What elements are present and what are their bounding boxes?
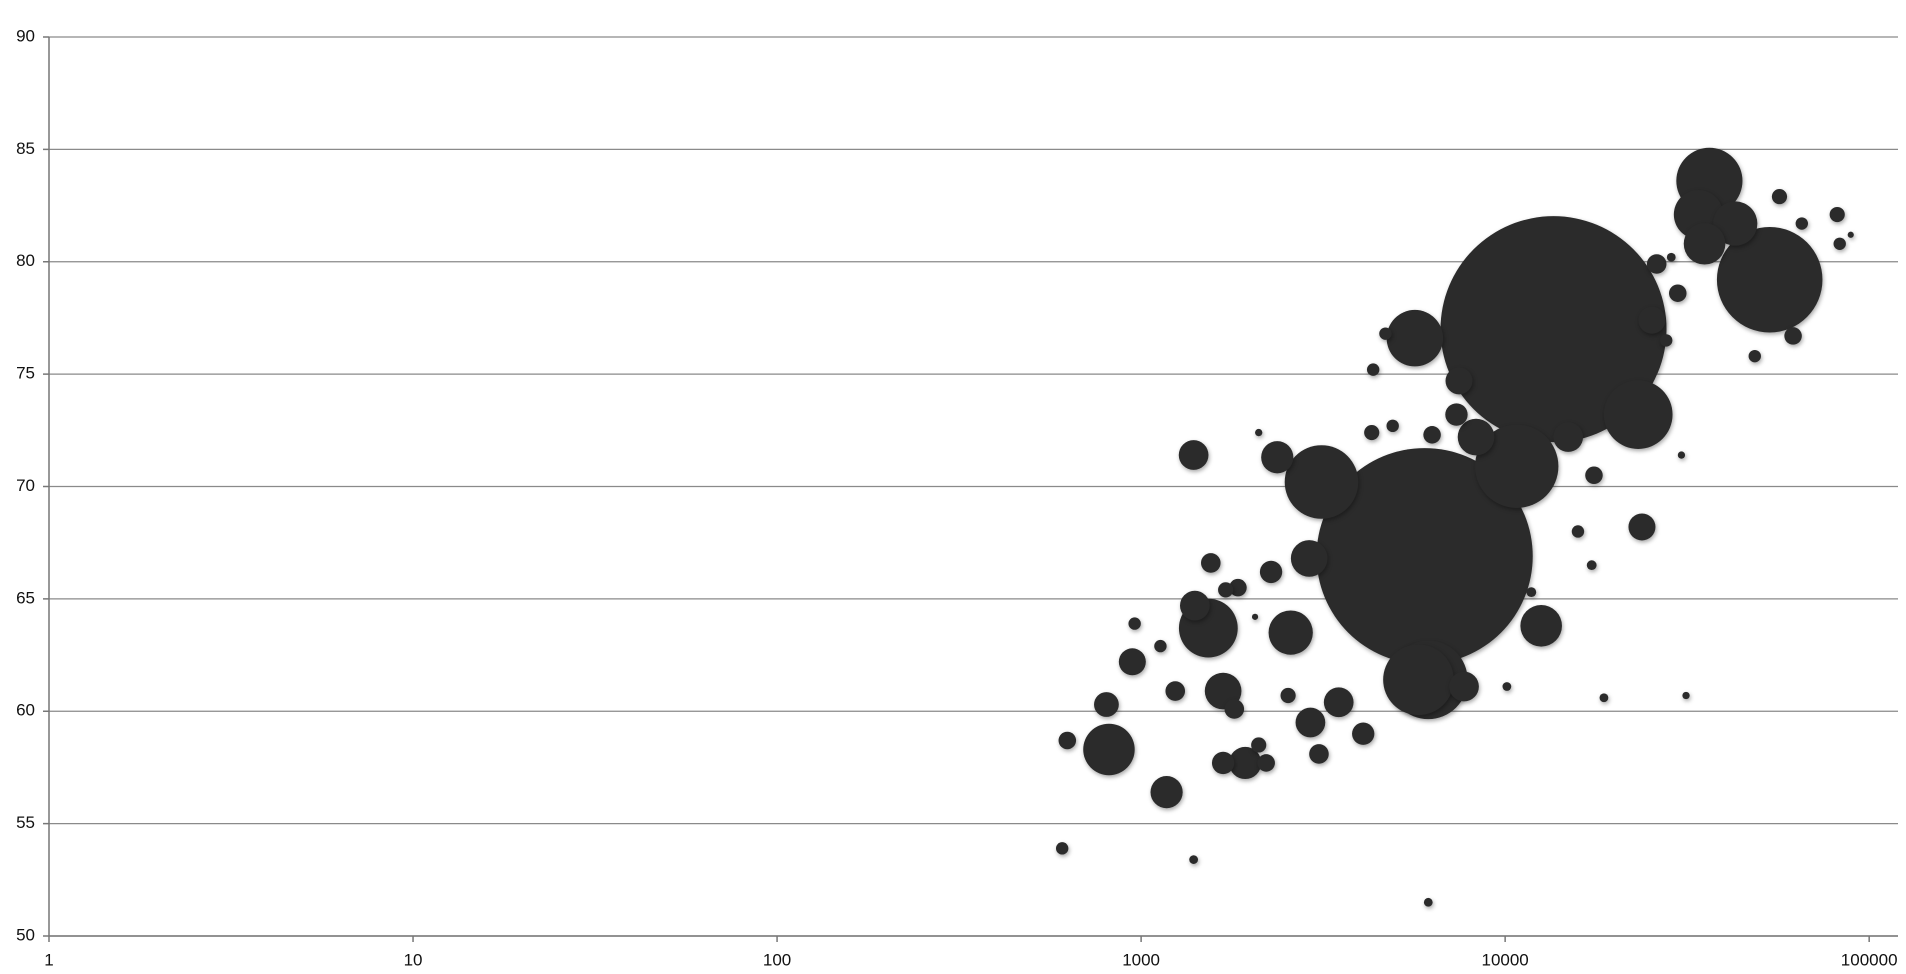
bubble xyxy=(1586,560,1597,571)
bubble xyxy=(1445,403,1468,426)
bubble xyxy=(1352,722,1375,745)
bubble xyxy=(1660,334,1673,347)
bubble xyxy=(1229,746,1262,780)
y-tick-label: 60 xyxy=(16,701,35,720)
bubble xyxy=(1180,590,1210,621)
bubble xyxy=(1257,754,1275,772)
bubble xyxy=(1189,855,1199,864)
bubble xyxy=(1748,349,1761,363)
bubble xyxy=(1646,254,1667,274)
bubble xyxy=(1118,648,1146,676)
bubble xyxy=(1833,237,1846,250)
bubble xyxy=(1638,306,1666,334)
bubble xyxy=(1628,513,1656,541)
bubble xyxy=(1229,578,1247,597)
bubble xyxy=(1677,451,1686,459)
bubble xyxy=(1178,440,1209,470)
bubble xyxy=(1599,693,1609,703)
bubble xyxy=(1445,367,1473,395)
bubble xyxy=(1323,687,1354,718)
bubble xyxy=(1295,707,1326,738)
bubble xyxy=(1379,327,1392,340)
bubble xyxy=(1683,222,1726,265)
bubble xyxy=(1058,731,1077,750)
bubble xyxy=(1268,610,1313,655)
bubble xyxy=(1784,327,1802,345)
bubble xyxy=(1502,682,1512,691)
bubble xyxy=(1280,687,1296,704)
bubble xyxy=(1055,842,1069,855)
bubble xyxy=(1669,284,1687,302)
bubble xyxy=(1585,466,1603,485)
bubble xyxy=(1386,309,1444,367)
bubble xyxy=(1520,605,1562,647)
bubble xyxy=(1771,188,1788,205)
bubble xyxy=(1290,540,1328,577)
bubble xyxy=(1553,422,1584,452)
x-tick-label: 1 xyxy=(44,950,53,969)
bubble xyxy=(1475,424,1559,508)
bubble xyxy=(1284,445,1359,519)
bubble xyxy=(1150,776,1183,809)
bubble xyxy=(1154,639,1167,653)
bubble xyxy=(1666,252,1676,262)
y-tick-label: 85 xyxy=(16,139,35,158)
y-tick-label: 70 xyxy=(16,476,35,495)
bubble xyxy=(1251,613,1259,620)
bubble xyxy=(1526,587,1537,598)
y-tick-label: 65 xyxy=(16,588,35,607)
bubble xyxy=(1847,231,1854,238)
bubble xyxy=(1829,206,1845,223)
y-tick-label: 75 xyxy=(16,364,35,383)
bubble xyxy=(1316,448,1533,665)
bubble xyxy=(1201,553,1221,573)
bubble xyxy=(1261,441,1294,474)
bubble xyxy=(1366,363,1380,376)
bubble xyxy=(1449,671,1479,702)
bubble xyxy=(1224,699,1245,719)
y-tick-label: 80 xyxy=(16,251,35,270)
bubble xyxy=(1218,582,1234,598)
bubble xyxy=(1440,216,1667,443)
bubble xyxy=(1795,217,1808,230)
bubble xyxy=(1716,226,1823,333)
x-tick-label: 100000 xyxy=(1841,950,1898,969)
y-tick-label: 50 xyxy=(16,925,35,944)
bubble xyxy=(1386,419,1399,433)
bubble xyxy=(1128,617,1141,630)
x-tick-label: 100 xyxy=(763,950,791,969)
bubble xyxy=(1255,428,1263,437)
y-tick-label: 55 xyxy=(16,813,35,832)
bubble xyxy=(1423,426,1441,444)
bubble xyxy=(1457,418,1495,456)
bubble xyxy=(1094,692,1119,717)
bubble xyxy=(1211,751,1235,775)
bubble xyxy=(1309,744,1329,764)
bubble xyxy=(1571,525,1585,538)
y-tick-label: 90 xyxy=(16,26,35,45)
x-tick-label: 10000 xyxy=(1481,950,1528,969)
bubble xyxy=(1364,424,1380,441)
bubble xyxy=(1251,737,1267,753)
bubble xyxy=(1682,691,1690,700)
bubble xyxy=(1423,897,1433,907)
bubble xyxy=(1083,723,1135,776)
x-tick-label: 1000 xyxy=(1122,950,1160,969)
bubble xyxy=(1713,201,1758,246)
bubble xyxy=(1165,681,1186,701)
bubble xyxy=(1383,644,1454,716)
bubble xyxy=(1603,380,1673,449)
bubble xyxy=(1259,560,1283,584)
x-tick-label: 10 xyxy=(404,950,423,969)
